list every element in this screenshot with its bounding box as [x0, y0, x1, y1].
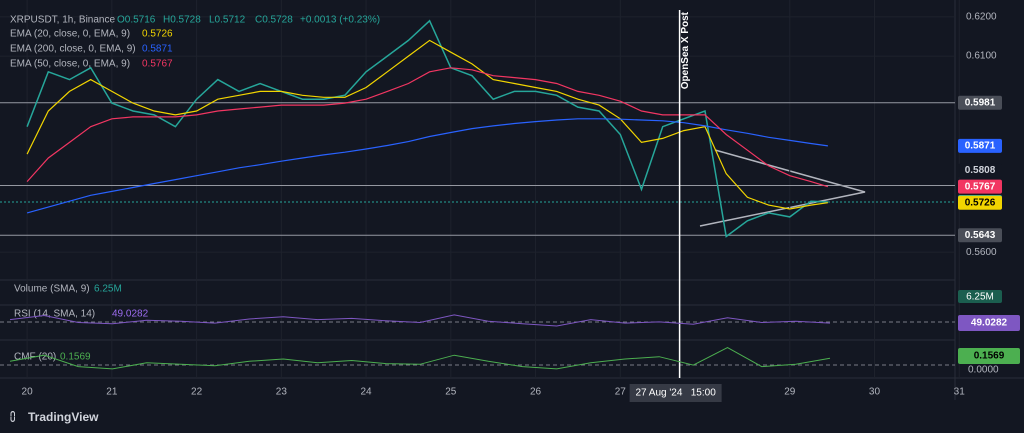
price-badge: [958, 163, 1002, 178]
ohlc-close: C0.5728: [255, 15, 293, 26]
footer-brand: TradingView: [28, 410, 99, 424]
rsi-badge: [958, 315, 1020, 331]
legend-value: 0.5726: [142, 29, 173, 40]
ema-line: [26, 39, 828, 210]
rsi-line: [9, 314, 831, 327]
cmf-badge: [958, 348, 1020, 364]
legend-value: 0.5767: [142, 59, 173, 70]
rsi-value: 49.0282: [112, 309, 149, 320]
x-tick-label: 20: [22, 387, 34, 398]
crosshair-label: 27 Aug '24 15:00: [635, 388, 716, 399]
price-badge-text: 0.5871: [965, 141, 996, 152]
x-tick-label: 27: [615, 387, 627, 398]
x-tick-label: 21: [106, 387, 118, 398]
ema-line: [26, 67, 829, 188]
x-tick-label: 23: [276, 387, 288, 398]
legend-entry: EMA (20, close, 0, EMA, 9): [10, 29, 130, 40]
price-badge: [958, 179, 1002, 194]
y-tick-label: 0.5600: [966, 247, 997, 258]
y-tick-label: 0.6200: [966, 12, 997, 23]
price-badge: [958, 138, 1002, 153]
cmf-badge-text: 0.1569: [974, 351, 1005, 362]
legend-entry: EMA (200, close, 0, EMA, 9): [10, 44, 136, 55]
price-badge: [958, 195, 1002, 210]
x-tick-label: 26: [530, 387, 542, 398]
x-tick-label: 24: [361, 387, 373, 398]
volume-badge-text: 6.25M: [966, 292, 994, 303]
x-tick-label: 25: [445, 387, 457, 398]
symbol: XRPUSDT, 1h, Binance: [10, 15, 115, 26]
ohlc-low: L0.5712: [209, 15, 246, 26]
legend-entry: EMA (50, close, 0, EMA, 9): [10, 59, 130, 70]
volume-value: 6.25M: [94, 284, 122, 295]
x-tick-label: 30: [869, 387, 881, 398]
cmf-zero-label: 0.0000: [968, 365, 999, 376]
price-badge: [958, 95, 1002, 110]
ohlc-high: H0.5728: [163, 15, 201, 26]
x-tick-label: 31: [954, 387, 966, 398]
triangle-pattern: [699, 149, 866, 227]
price-badge-text: 0.5643: [965, 230, 996, 241]
rsi-badge-text: 49.0282: [971, 318, 1008, 329]
rsi-title: RSI (14, SMA, 14): [14, 309, 95, 320]
price-badge-text: 0.5767: [965, 181, 996, 192]
cmf-value: 0.1569: [60, 352, 91, 363]
volume-title: Volume (SMA, 9): [14, 284, 90, 295]
price-badge-text: 0.5808: [965, 165, 996, 176]
logo-mark: ⩇: [9, 410, 16, 424]
price-line: [26, 19, 828, 238]
ema-line: [26, 118, 828, 214]
price-badge-text: 0.5726: [965, 197, 996, 208]
cmf-line: [9, 347, 831, 370]
ohlc-change: +0.0013 (+0.23%): [300, 15, 380, 26]
legend-value: 0.5871: [142, 44, 173, 55]
y-tick-label: 0.6100: [966, 51, 997, 62]
crosshair-box: [629, 384, 722, 402]
x-tick-label: 22: [191, 387, 203, 398]
price-badge: [958, 228, 1002, 243]
event-label: OpenSea X Post: [680, 11, 691, 89]
ohlc-open: O0.5716: [117, 15, 156, 26]
price-badge-text: 0.5981: [965, 97, 996, 108]
x-tick-label: 29: [784, 387, 796, 398]
volume-badge: [958, 290, 1002, 303]
